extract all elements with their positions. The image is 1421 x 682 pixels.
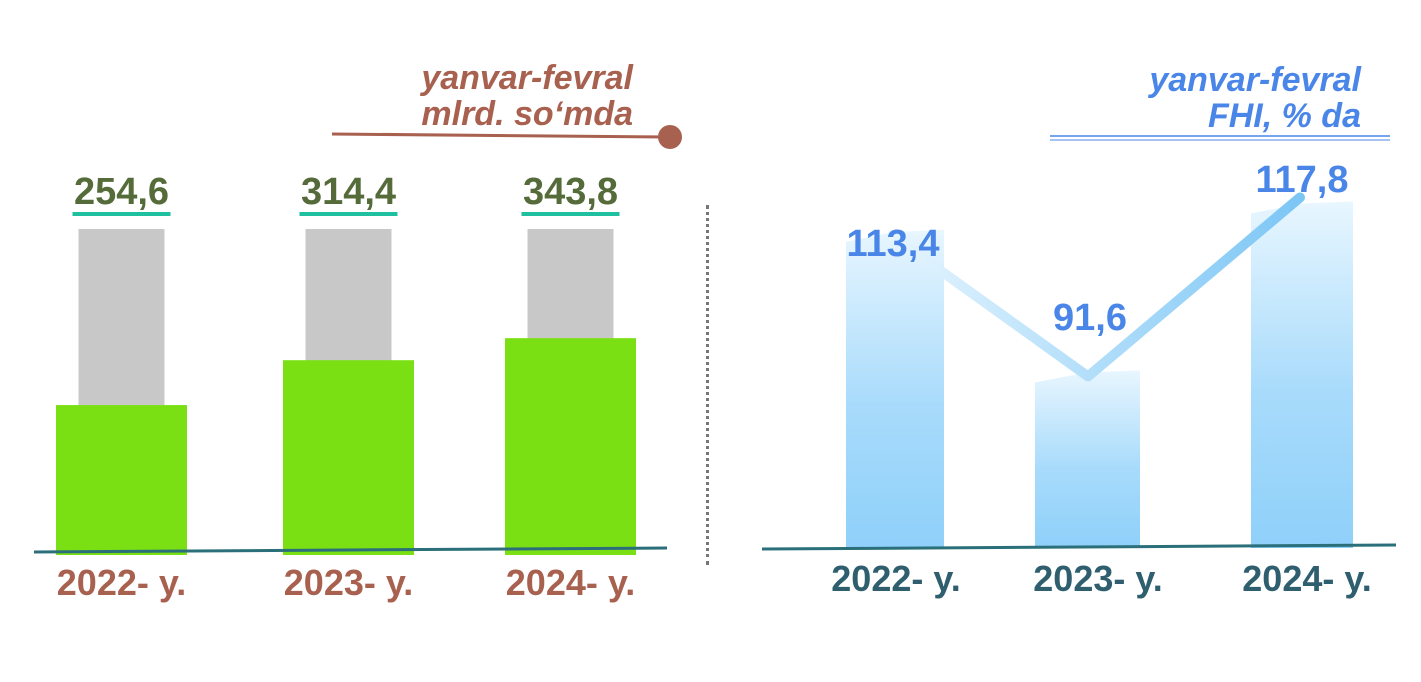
bar (283, 360, 414, 555)
bar-value-label: 91,6 (1053, 297, 1127, 339)
bar (1035, 370, 1140, 548)
right-unit-title-line-1: yanvar-fevral (1149, 61, 1361, 99)
bar (505, 338, 636, 555)
x-tick-label: 2022- y. (57, 562, 186, 603)
bar-value-label: 117,8 (1256, 159, 1349, 201)
x-tick-label: 2024- y. (1242, 558, 1371, 599)
x-axis-line (761, 543, 1397, 551)
trend-line (887, 192, 1305, 382)
bar-value-label: 314,4 (301, 171, 396, 213)
x-tick-label: 2023- y. (1033, 558, 1162, 599)
chart-separator (706, 205, 709, 565)
bar-value-label: 343,8 (523, 171, 618, 213)
bar (56, 405, 187, 555)
left-bar-chart: 254,6 2022- y. 314,4 2023- y. 343,8 2024- y. (33, 125, 682, 603)
right-unit-title: yanvar-fevral FHI, % da (1149, 62, 1361, 134)
left-unit-title: yanvar-fevral mlrd. so‘mda (421, 60, 633, 132)
bar-value-label: 113,4 (847, 223, 940, 265)
bar (846, 229, 944, 548)
left-unit-title-line-1: yanvar-fevral (421, 59, 633, 97)
x-tick-label: 2024- y. (506, 562, 635, 603)
bar (1251, 201, 1353, 548)
x-tick-label: 2022- y. (831, 558, 960, 599)
left-title-underline-dot (658, 125, 682, 149)
bar-value-label: 254,6 (74, 171, 169, 213)
right-unit-title-line-2: FHI, % da (1207, 97, 1361, 135)
x-axis-line (33, 546, 668, 554)
x-tick-label: 2023- y. (284, 562, 413, 603)
left-title-underline (331, 132, 669, 139)
left-unit-title-line-2: mlrd. so‘mda (421, 95, 633, 133)
